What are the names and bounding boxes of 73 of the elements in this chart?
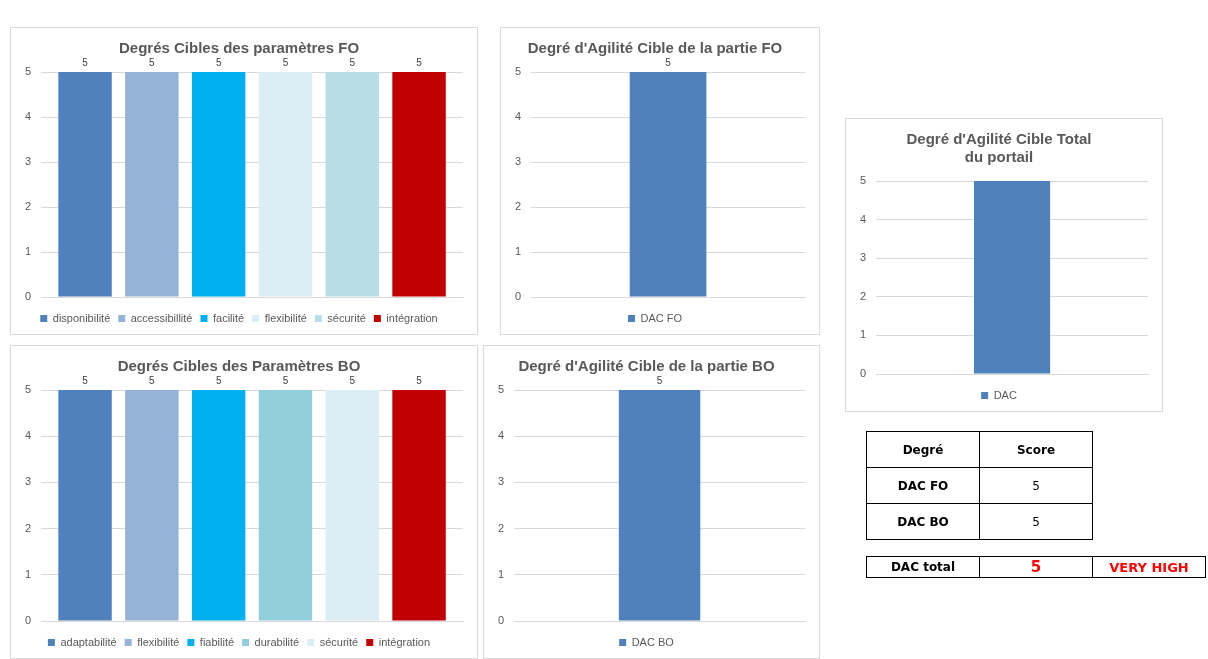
data-label: 5 bbox=[416, 374, 423, 386]
data-label: 5 bbox=[979, 556, 1093, 578]
y-tick-label: 1 bbox=[24, 245, 32, 258]
legend-label: sécurité bbox=[327, 311, 366, 324]
y-tick-label: 3 bbox=[497, 475, 505, 488]
legend-label: DAC BO bbox=[631, 635, 675, 648]
chart-title: Degré d'Agilité Cible Total du portail bbox=[906, 130, 1092, 166]
data-label: 5 bbox=[416, 56, 423, 68]
legend-label: accessibillité bbox=[130, 311, 193, 324]
y-tick-label: 4 bbox=[497, 429, 505, 442]
data-label: 5 bbox=[149, 56, 156, 68]
data-label: 5 bbox=[656, 374, 663, 386]
text: VERY HIGH bbox=[1092, 556, 1206, 578]
text: Score bbox=[979, 431, 1093, 468]
legend-label: intégration bbox=[386, 311, 438, 324]
y-tick-label: 3 bbox=[24, 475, 32, 488]
y-tick-label: 2 bbox=[859, 289, 867, 302]
legend-label: sécurité bbox=[319, 635, 359, 648]
y-tick-label: 4 bbox=[514, 110, 522, 123]
y-tick-label: 2 bbox=[514, 200, 522, 213]
y-tick-label: 4 bbox=[24, 429, 32, 442]
text: Degré bbox=[866, 431, 980, 468]
legend-label: DAC FO bbox=[640, 311, 683, 324]
y-tick-label: 0 bbox=[24, 614, 32, 627]
data-label: 5 bbox=[215, 56, 222, 68]
y-tick-label: 3 bbox=[859, 251, 867, 264]
y-tick-label: 3 bbox=[24, 155, 32, 168]
y-tick-label: 2 bbox=[497, 521, 505, 534]
y-tick-label: 5 bbox=[859, 174, 867, 187]
y-tick-label: 1 bbox=[24, 567, 32, 580]
y-tick-label: 4 bbox=[24, 110, 32, 123]
y-tick-label: 5 bbox=[497, 383, 505, 396]
chart-title: Degrés Cibles des paramètres FO bbox=[118, 39, 360, 57]
data-label: 5 bbox=[282, 56, 289, 68]
data-label: 5 bbox=[82, 374, 89, 386]
y-tick-label: 1 bbox=[514, 245, 522, 258]
legend-label: facilité bbox=[212, 311, 245, 324]
category-label: DAC BO bbox=[866, 503, 980, 540]
chart-title: Degré d'Agilité Cible de la partie BO bbox=[518, 357, 775, 375]
category-label: DAC FO bbox=[866, 467, 980, 504]
data-label: 5 bbox=[979, 467, 1093, 504]
y-tick-label: 2 bbox=[24, 521, 32, 534]
data-label: 5 bbox=[282, 374, 289, 386]
data-label: 5 bbox=[979, 503, 1093, 540]
legend-label: disponibilité bbox=[52, 311, 111, 324]
data-label: 5 bbox=[665, 56, 672, 68]
y-tick-label: 0 bbox=[497, 614, 505, 627]
y-tick-label: 0 bbox=[24, 290, 32, 303]
data-label: 5 bbox=[82, 56, 89, 68]
legend-label: DAC bbox=[993, 388, 1017, 401]
y-tick-label: 1 bbox=[859, 328, 867, 341]
legend-label: fiabilité bbox=[199, 635, 235, 648]
y-tick-label: 5 bbox=[514, 65, 522, 78]
legend-label: flexibilité bbox=[264, 311, 307, 324]
legend-label: intégration bbox=[378, 635, 431, 648]
legend-label: flexibilité bbox=[137, 635, 180, 648]
data-label: 5 bbox=[149, 374, 156, 386]
y-tick-label: 0 bbox=[514, 290, 522, 303]
y-tick-label: 5 bbox=[24, 65, 32, 78]
data-label: 5 bbox=[215, 374, 222, 386]
data-label: 5 bbox=[349, 374, 356, 386]
legend-label: durabilité bbox=[254, 635, 300, 648]
chart-title: Degré d'Agilité Cible de la partie FO bbox=[527, 39, 783, 57]
y-tick-label: 2 bbox=[24, 200, 32, 213]
data-label: 5 bbox=[349, 56, 356, 68]
y-tick-label: 1 bbox=[497, 567, 505, 580]
y-tick-label: 4 bbox=[859, 212, 867, 225]
y-tick-label: 0 bbox=[859, 367, 867, 380]
y-tick-label: 5 bbox=[24, 383, 32, 396]
legend-label: adaptabilité bbox=[60, 635, 117, 648]
category-label: DAC total bbox=[866, 556, 980, 578]
chart-title: Degrés Cibles des Paramètres BO bbox=[117, 357, 361, 375]
y-tick-label: 3 bbox=[514, 155, 522, 168]
